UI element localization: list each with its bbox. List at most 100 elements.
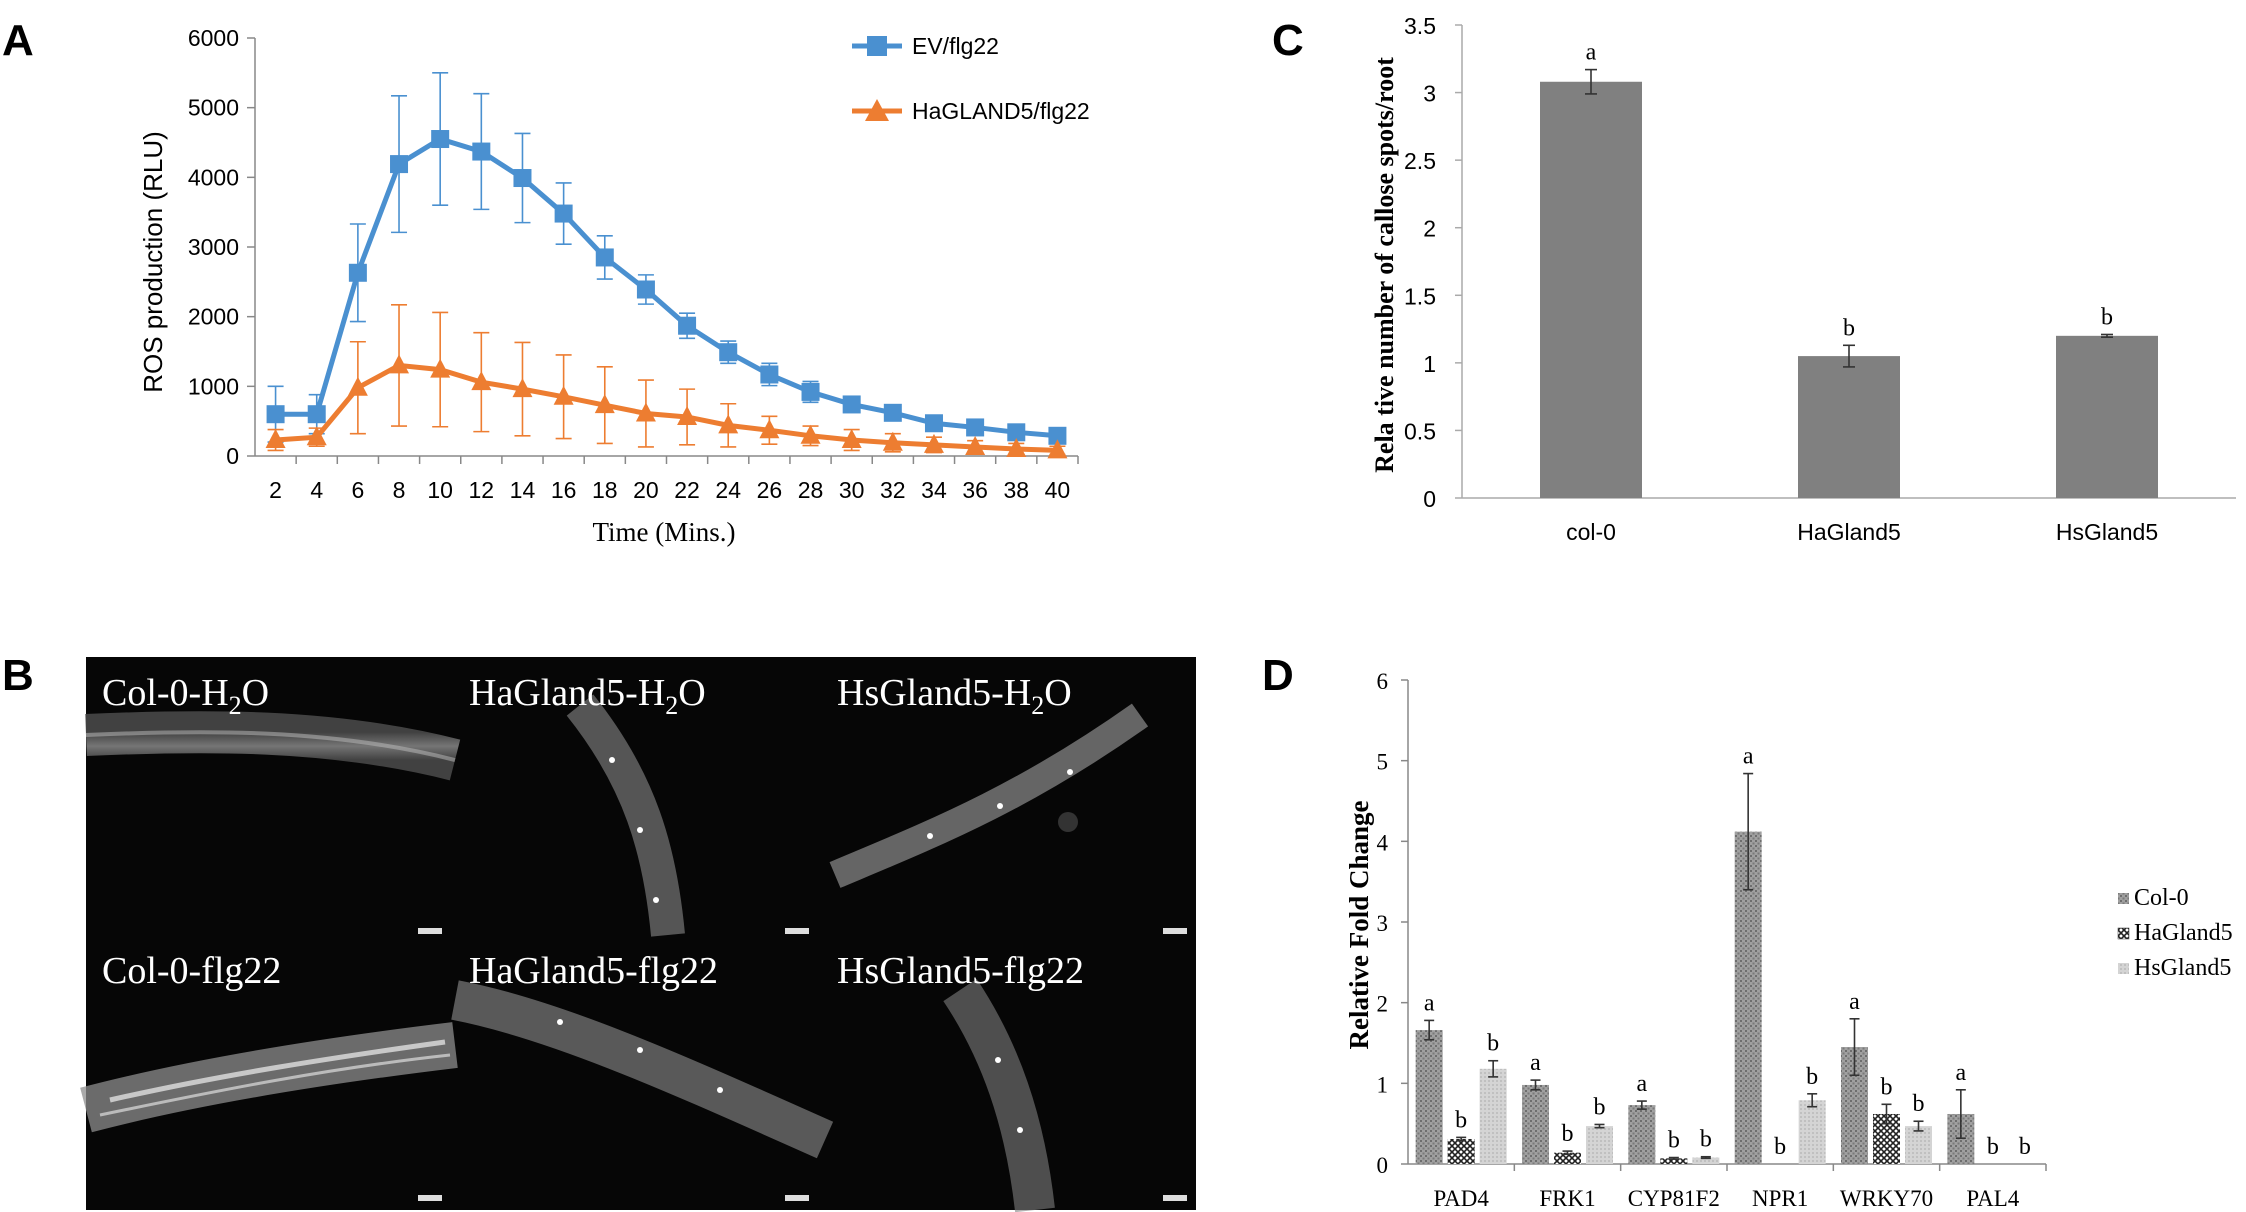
data-point-ev [760, 365, 779, 384]
scale-bar [418, 928, 442, 934]
significance-letter: a [1586, 40, 1597, 66]
data-point-hagland5 [1006, 438, 1027, 458]
bar-col-0 [1540, 81, 1642, 498]
panel-c-y-tick-label: 2.5 [1404, 148, 1436, 174]
data-point-hagland5 [553, 385, 574, 405]
data-point-hagland5 [882, 431, 903, 451]
panel-c-y-tick-label: 3.5 [1404, 13, 1436, 39]
legend-label-ev: EV/flg22 [912, 33, 999, 59]
panel-c-y-tick-label: 0 [1423, 486, 1436, 512]
panel-c-y-tick-label: 3 [1423, 81, 1436, 107]
significance-letter: a [1530, 1050, 1541, 1076]
legend-label-hsgland5: HsGland5 [2134, 955, 2231, 981]
significance-letter: b [1455, 1107, 1467, 1133]
data-point-hagland5 [800, 424, 821, 444]
data-point-ev [431, 130, 450, 149]
panel-a-x-tick-label: 32 [880, 477, 906, 503]
data-point-ev [966, 418, 985, 437]
data-point-ev [801, 382, 820, 401]
micrograph-hagland5-flg22 [451, 980, 834, 1159]
panel-a-x-tick-label: 20 [633, 477, 659, 503]
panel-a-y-tick-label: 2000 [188, 304, 239, 330]
panel-c-y-tick-label: 1 [1423, 351, 1436, 377]
panel-d-y-tick-label: 3 [1377, 911, 1389, 936]
panel-b-micrographs: Col-0-H2O HaGland5-H2O HsGland5-H2O Col-… [80, 657, 1196, 1212]
scale-bar [785, 1195, 809, 1201]
data-point-ev [513, 169, 532, 188]
panel-c-y-tick-label: 2 [1423, 216, 1436, 242]
panel-a-x-tick-label: 34 [921, 477, 947, 503]
panel-a-series [265, 72, 1068, 459]
bar-hsgland5-pad4 [1479, 1068, 1507, 1164]
panel-c-x-tick-label: HaGland5 [1797, 519, 1901, 545]
legend-swatch-col0 [2118, 893, 2129, 904]
data-point-ev [1048, 426, 1067, 445]
panel-a-x-tick-label: 8 [393, 477, 406, 503]
panel-a-x-tick-label: 10 [427, 477, 453, 503]
panel-d-x-tick-label: CYP81F2 [1628, 1186, 1720, 1211]
micrograph-label-col0-h2o: Col-0-H2O [102, 672, 269, 720]
panel-a-y-tick-label: 6000 [188, 25, 239, 51]
panel-d-y-axis-title: Relative Fold Change [1344, 800, 1374, 1049]
significance-letter: b [1806, 1064, 1818, 1090]
data-point-hagland5 [347, 376, 368, 396]
bar-hagland5-frk1 [1554, 1152, 1581, 1164]
panel-d-y-tick-label: 4 [1377, 830, 1389, 855]
significance-letter: a [1743, 744, 1754, 770]
micrograph-label-hsgland5-h2o: HsGland5-H2O [837, 672, 1072, 720]
scale-bar [1163, 1195, 1187, 1201]
significance-letter: b [1562, 1121, 1574, 1147]
data-point-ev [636, 280, 655, 299]
data-point-hagland5 [430, 358, 451, 378]
panel-letter-b: B [2, 651, 34, 700]
data-point-hagland5 [265, 428, 286, 448]
significance-letter: b [1987, 1134, 1999, 1160]
data-point-hagland5 [923, 433, 944, 453]
panel-d-x-tick-label: PAL4 [1966, 1186, 2019, 1211]
significance-letter: b [1487, 1031, 1499, 1057]
panel-d-x-tick-label: PAD4 [1433, 1186, 1489, 1211]
bar-hsgland5-npr1 [1798, 1100, 1826, 1164]
data-point-ev [266, 405, 285, 424]
significance-letter: b [1700, 1127, 1712, 1153]
significance-letter: b [1594, 1094, 1606, 1120]
significance-letter: a [1637, 1071, 1648, 1097]
panel-a-x-tick-label: 14 [510, 477, 536, 503]
panel-letter-d: D [1262, 651, 1294, 700]
data-point-hagland5 [389, 354, 410, 374]
panel-c-bars: a col-0 b HaGland5 b HsGland5 [1540, 40, 2158, 545]
data-point-ev [924, 414, 943, 433]
panel-d-y-tick-label: 2 [1377, 992, 1389, 1017]
panel-a-x-tick-label: 6 [351, 477, 364, 503]
data-point-hagland5 [512, 378, 533, 398]
significance-letter: b [1668, 1128, 1680, 1154]
micrograph-col0-flg22 [80, 1022, 458, 1133]
bar-col0-cyp81f2 [1628, 1105, 1656, 1164]
data-point-hagland5 [1047, 439, 1068, 459]
panel-a-x-tick-label: 2 [269, 477, 282, 503]
micrograph-col0-h2o [85, 711, 461, 781]
data-point-hagland5 [841, 428, 862, 448]
bar-hsgland5-wrky70 [1905, 1126, 1932, 1164]
panel-a-y-tick-label: 4000 [188, 164, 239, 190]
data-point-hagland5 [306, 426, 327, 446]
panel-c-y-axis-title: Rela tive number of callose spots/root [1370, 57, 1399, 473]
panel-d-y-tick-label: 6 [1377, 669, 1389, 694]
panel-a-y-tick-label: 0 [226, 443, 239, 469]
panel-d-y-tick-label: 0 [1377, 1153, 1389, 1178]
legend-marker-ev [867, 36, 887, 56]
legend-swatch-hagland5 [2117, 927, 2130, 940]
panel-a-x-tick-label: 36 [962, 477, 988, 503]
panel-a-x-axis-title: Time (Mins.) [592, 517, 735, 547]
panel-d-legend: Col-0 HaGland5 HsGland5 [2117, 885, 2233, 981]
bar-hsgland5-cyp81f2 [1692, 1157, 1720, 1164]
panel-letter-c: C [1272, 16, 1304, 65]
scale-bar [785, 928, 809, 934]
data-point-hagland5 [471, 371, 492, 391]
panel-d-x-tick-label: NPR1 [1752, 1186, 1808, 1211]
data-point-ev [554, 204, 573, 223]
series-line-hagland5 [275, 362, 1058, 453]
